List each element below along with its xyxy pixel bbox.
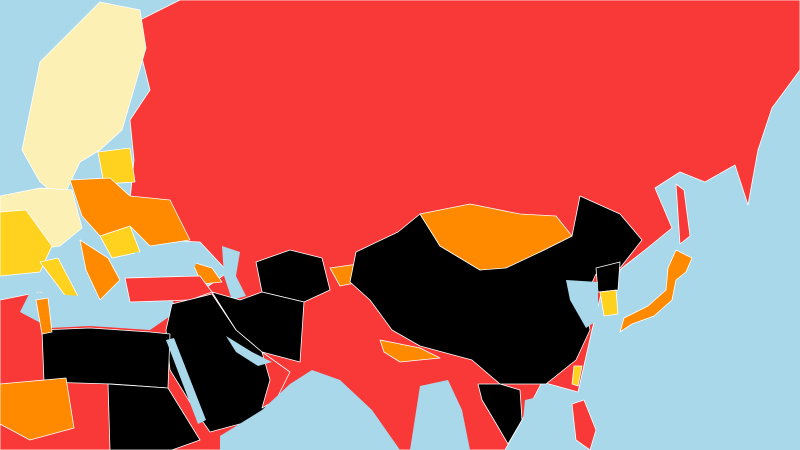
red-sea <box>166 338 206 424</box>
persian-gulf <box>226 336 272 366</box>
region-satisfactory-baltic[interactable] <box>97 147 136 185</box>
region-problematic-nepal[interactable] <box>379 339 441 363</box>
region-difficult-turkey[interactable] <box>124 275 213 303</box>
region-problematic-mongolia[interactable] <box>419 203 573 271</box>
region-very-serious-sudan[interactable] <box>107 383 201 450</box>
region-very-serious-indochina[interactable] <box>477 383 523 445</box>
bay-of-bengal <box>410 380 470 450</box>
region-satisfactory-taiwan[interactable] <box>571 365 583 387</box>
region-satisfactory-west[interactable] <box>0 209 53 277</box>
caspian-sea <box>222 246 246 300</box>
region-difficult-sakhalin[interactable] <box>675 183 691 245</box>
region-problematic-japan[interactable] <box>619 249 693 333</box>
region-problematic-west-africa[interactable] <box>0 377 75 441</box>
region-problematic-balkans[interactable] <box>79 239 121 301</box>
yellow-sea <box>566 280 598 328</box>
region-problematic-east-europe[interactable] <box>69 177 191 247</box>
black-sea <box>134 252 200 276</box>
arabian-sea <box>220 370 400 450</box>
region-satisfactory-south-korea[interactable] <box>599 289 619 317</box>
region-difficult-philippines[interactable] <box>571 399 597 450</box>
south-china-sea <box>520 392 580 450</box>
region-problematic-tunisia[interactable] <box>35 297 53 335</box>
